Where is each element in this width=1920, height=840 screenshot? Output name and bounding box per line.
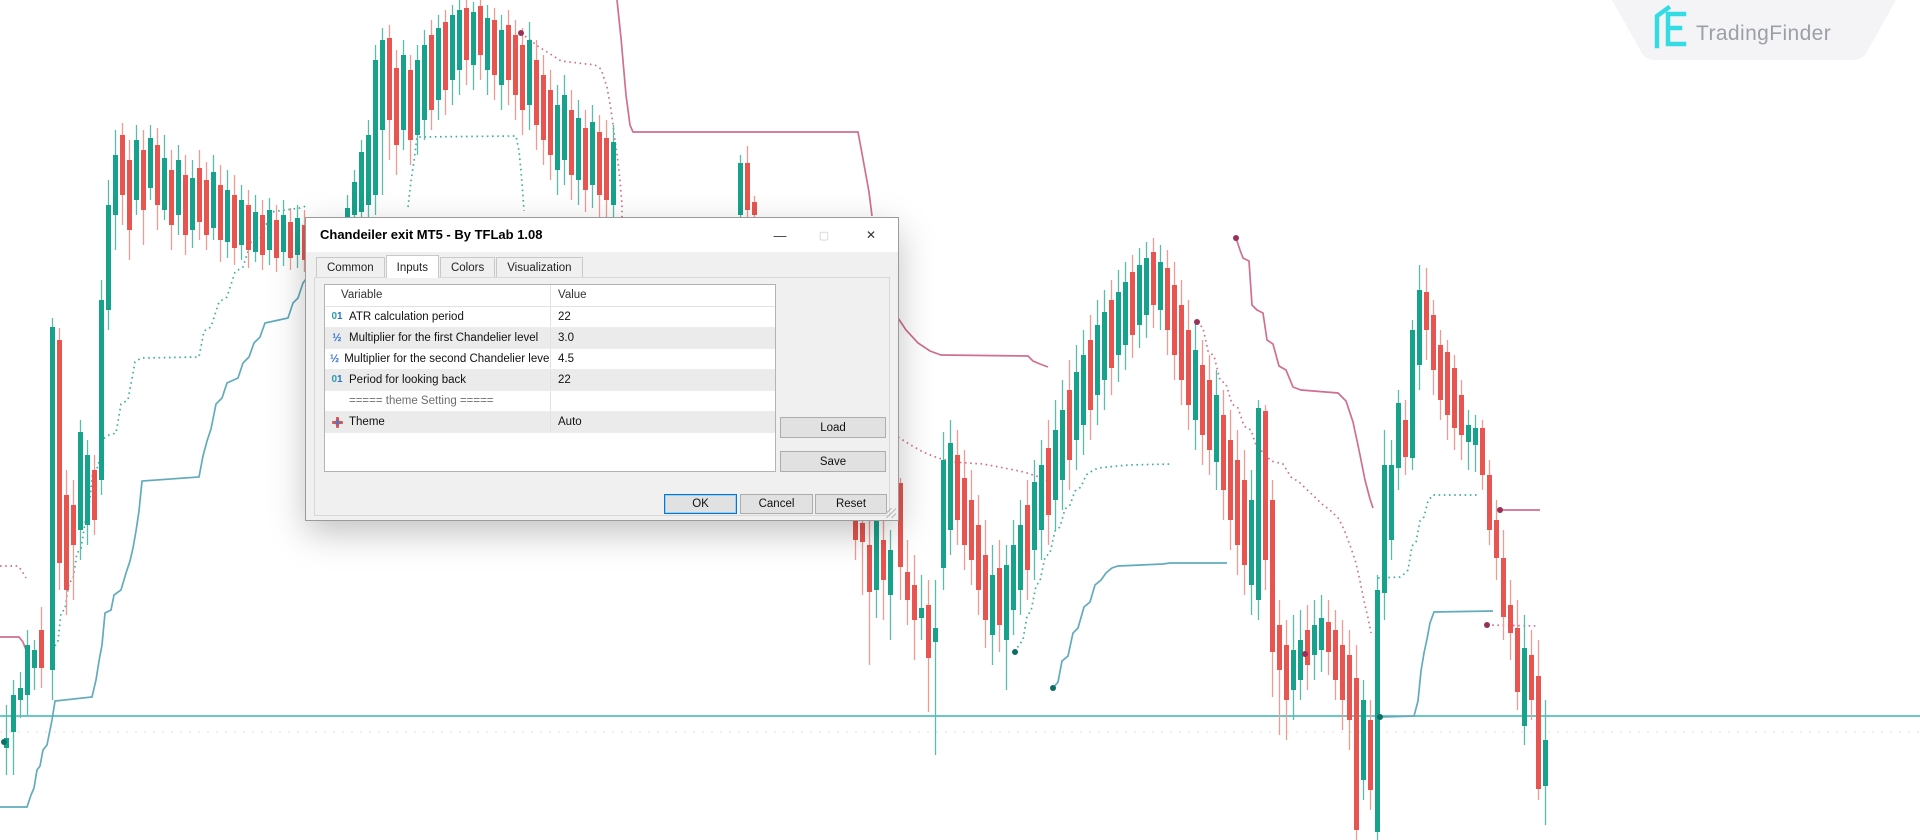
input-value[interactable]: 22 bbox=[550, 370, 775, 390]
tab-visualization[interactable]: Visualization bbox=[496, 257, 583, 278]
tab-common[interactable]: Common bbox=[316, 257, 385, 278]
reset-button[interactable]: Reset bbox=[815, 494, 887, 514]
lower-chandelier-solid-3 bbox=[1379, 610, 1494, 718]
column-header-variable: Variable bbox=[341, 289, 383, 301]
minimize-icon[interactable]: — bbox=[773, 227, 787, 243]
upper-chandelier-solid-1 bbox=[616, 0, 873, 217]
inputs-table: Variable Value 0 1 ATR calculation period 2… bbox=[324, 284, 776, 472]
column-header-value: Value bbox=[550, 285, 775, 306]
lower-chandelier-dotted-3 bbox=[1014, 463, 1173, 653]
input-label: 0 1 ATR calculation period bbox=[331, 311, 464, 323]
dialog-titlebar[interactable]: Chandeiler exit MT5 - By TFLab 1.08 — ▢ … bbox=[306, 218, 898, 252]
input-value[interactable]: Auto bbox=[550, 412, 775, 432]
input-label: 0 1 Period for looking back bbox=[331, 374, 466, 386]
inputs-table-header: Variable Value bbox=[325, 285, 775, 307]
upper-chandelier-dotted-4 bbox=[1486, 624, 1539, 627]
input-label: ½ Multiplier for the first Chandelier lev… bbox=[332, 332, 539, 344]
upper-chandelier-dotted-2 bbox=[897, 436, 1049, 482]
indicator-properties-dialog: Chandeiler exit MT5 - By TFLab 1.08 — ▢ … bbox=[306, 218, 898, 520]
tab-inputs[interactable]: Inputs bbox=[385, 255, 439, 278]
input-row-6[interactable]: Theme Auto bbox=[325, 412, 775, 433]
save-button[interactable]: Save bbox=[780, 451, 886, 472]
lower-chandelier-dotted-2 bbox=[407, 135, 525, 212]
inputs-table-rows: 0 1 ATR calculation period 22 ½ Multiplier fo… bbox=[325, 307, 775, 433]
input-row-2[interactable]: ½ Multiplier for the first Chandelier lev… bbox=[325, 328, 775, 349]
tradingfinder-mark-icon bbox=[1654, 4, 1687, 49]
input-value[interactable] bbox=[550, 391, 775, 411]
lower-chandelier-solid-2 bbox=[1052, 562, 1227, 689]
dialog-title: Chandeiler exit MT5 - By TFLab 1.08 bbox=[320, 227, 543, 242]
input-label: ===== theme Setting ===== bbox=[349, 395, 494, 407]
candles-layer bbox=[4, 0, 1548, 840]
input-label: Theme bbox=[325, 412, 550, 432]
load-button[interactable]: Load bbox=[780, 417, 886, 438]
input-row-1[interactable]: 0 1 ATR calculation period 22 bbox=[325, 307, 775, 328]
lower-chandelier-solid-1 bbox=[0, 278, 307, 808]
input-value[interactable]: 4.5 bbox=[550, 349, 775, 369]
upper-chandelier-solid-3 bbox=[1235, 237, 1374, 509]
logo-text: TradingFinder bbox=[1696, 22, 1831, 45]
cancel-button[interactable]: Cancel bbox=[740, 494, 813, 514]
flip-dots-layer bbox=[1, 30, 1503, 745]
tradingfinder-logo: TradingFinder bbox=[1612, 0, 1896, 60]
input-value[interactable]: 22 bbox=[550, 307, 775, 327]
resize-grip[interactable] bbox=[886, 508, 896, 518]
lower-chandelier-dotted-1 bbox=[54, 205, 307, 647]
close-icon[interactable]: ✕ bbox=[865, 228, 877, 242]
lower-chandelier-dotted-4 bbox=[1377, 494, 1478, 579]
tab-colors[interactable]: Colors bbox=[439, 257, 496, 278]
upper-chandelier-dotted-0 bbox=[0, 565, 27, 579]
ok-button[interactable]: OK bbox=[664, 494, 737, 514]
input-row-4[interactable]: 0 1 Period for looking back 22 bbox=[325, 370, 775, 391]
chandelier-lines-layer bbox=[0, 0, 1540, 808]
upper-chandelier-dotted-1 bbox=[520, 32, 623, 217]
maximize-icon[interactable]: ▢ bbox=[818, 229, 830, 242]
input-label: ½ Multiplier for the second Chandelier le… bbox=[330, 353, 550, 365]
upper-chandelier-solid-2 bbox=[897, 317, 1049, 368]
input-row-5[interactable]: ===== theme Setting ===== bbox=[325, 391, 775, 412]
dialog-tabs: Common Inputs Colors Visualization bbox=[316, 255, 584, 278]
level-lines-layer bbox=[0, 715, 1920, 733]
input-row-3[interactable]: ½ Multiplier for the second Chandelier le… bbox=[325, 349, 775, 370]
upper-chandelier-solid-0 bbox=[0, 636, 30, 658]
theme-icon bbox=[331, 416, 343, 428]
input-value[interactable]: 3.0 bbox=[550, 328, 775, 348]
